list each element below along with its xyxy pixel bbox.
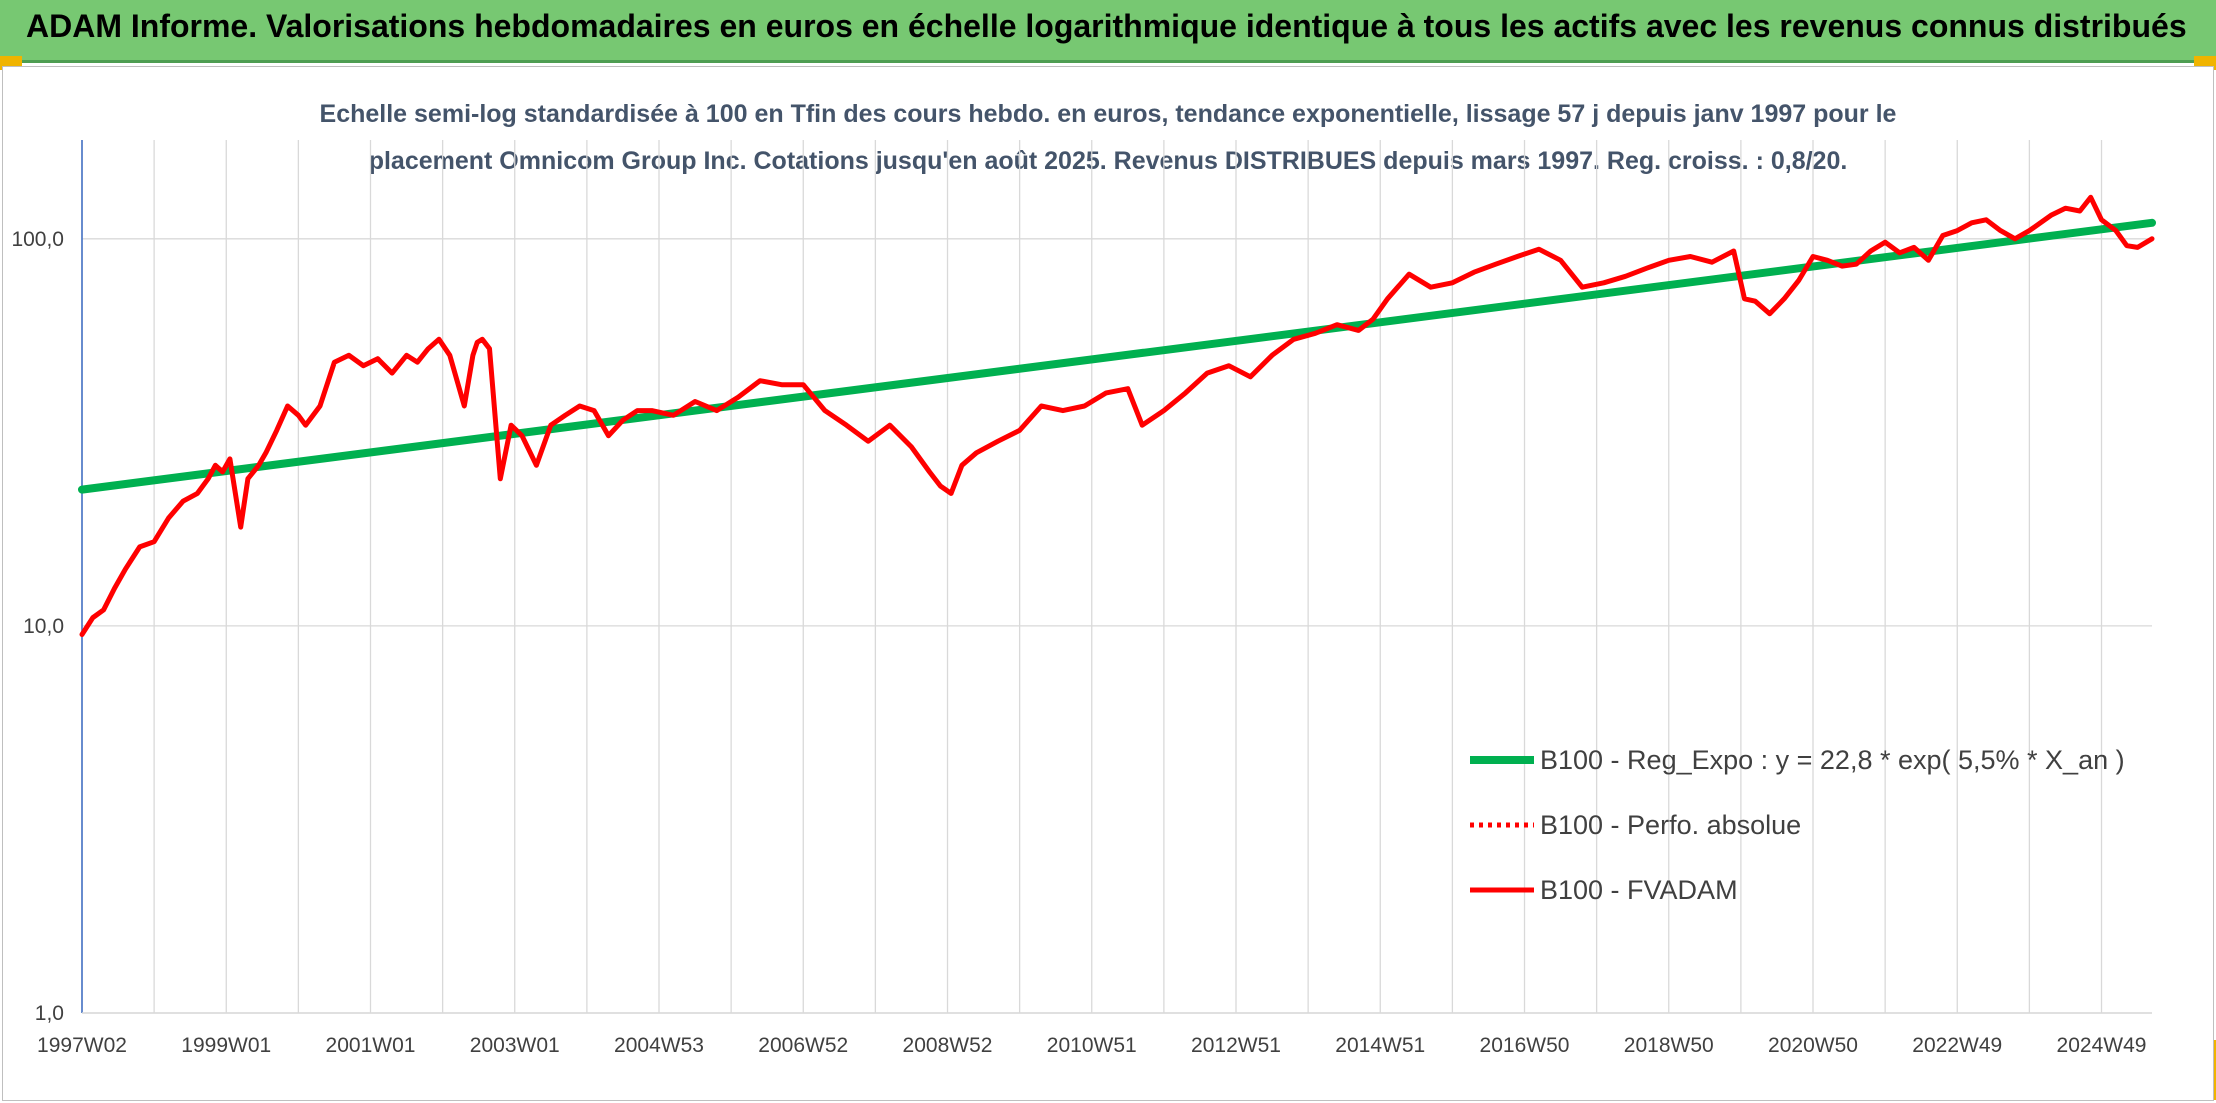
x-tick-label: 2014W51 xyxy=(1335,1034,1425,1057)
chart-subtitle-line-2: placement Omnicom Group Inc. Cotations j… xyxy=(369,147,1848,175)
chart-subtitle-line-1: Echelle semi-log standardisée à 100 en T… xyxy=(320,100,1897,128)
x-tick-label: 1997W02 xyxy=(37,1034,127,1057)
legend-label-3: B100 - FVADAM xyxy=(1540,875,1738,905)
chart-legend: B100 - Reg_Expo : y = 22,8 * exp( 5,5% *… xyxy=(1470,745,2125,905)
legend-label-2: B100 - Perfo. absolue xyxy=(1540,810,1801,840)
x-tick-label: 2003W01 xyxy=(470,1034,560,1057)
chart-series-lines xyxy=(78,194,2156,637)
chart-gridlines xyxy=(81,140,2152,1014)
chart-axes xyxy=(81,140,2152,1014)
x-tick-label: 2016W50 xyxy=(1480,1034,1570,1057)
y-tick-label: 1,0 xyxy=(35,1002,64,1025)
x-tick-label: 2004W53 xyxy=(614,1034,704,1057)
x-tick-label: 2006W52 xyxy=(758,1034,848,1057)
y-tick-label: 10,0 xyxy=(23,615,64,638)
series-line-1 xyxy=(78,218,2156,494)
series-line-3 xyxy=(79,194,2155,637)
x-tick-label: 2012W51 xyxy=(1191,1034,1281,1057)
x-tick-label: 2008W52 xyxy=(903,1034,993,1057)
x-tick-label: 2010W51 xyxy=(1047,1034,1137,1057)
x-tick-label: 2022W49 xyxy=(1912,1034,2002,1057)
title-banner: ADAM Informe. Valorisations hebdomadaire… xyxy=(0,0,2216,63)
x-tick-label: 2020W50 xyxy=(1768,1034,1858,1057)
x-tick-label: 2024W49 xyxy=(2057,1034,2147,1057)
chart-tick-labels: 1,0 10,0 100,0 1997W02 1999W01 2001W01 2003W01… xyxy=(11,228,2146,1057)
x-tick-label: 2018W50 xyxy=(1624,1034,1714,1057)
legend-label-1: B100 - Reg_Expo : y = 22,8 * exp( 5,5% *… xyxy=(1540,745,2125,775)
x-tick-label: 2001W01 xyxy=(326,1034,416,1057)
report-title: ADAM Informe. Valorisations hebdomadaire… xyxy=(26,8,2187,44)
x-tick-label: 1999W01 xyxy=(181,1034,271,1057)
y-tick-label: 100,0 xyxy=(11,228,64,251)
